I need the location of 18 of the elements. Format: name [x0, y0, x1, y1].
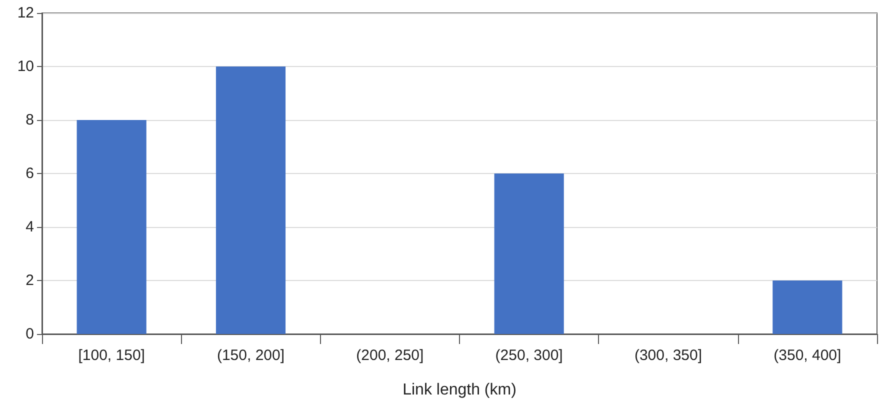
x-tick-label: [100, 150]	[78, 347, 145, 364]
x-tick-label: (150, 200]	[216, 347, 285, 364]
bar	[216, 66, 286, 334]
y-tick-label: 4	[26, 218, 34, 236]
x-tick-label: (200, 250]	[356, 347, 424, 364]
y-tick-label: 2	[26, 272, 34, 289]
bar	[772, 280, 842, 334]
y-tick-label: 12	[17, 4, 34, 22]
x-tick-label: (250, 300]	[495, 347, 563, 364]
x-tick-label: (350, 400]	[774, 347, 842, 364]
y-tick-label: 6	[26, 165, 34, 182]
x-axis-title: Link length (km)	[402, 382, 516, 398]
bar	[76, 120, 146, 334]
y-tick-label: 0	[26, 326, 34, 342]
bar	[494, 174, 564, 334]
y-tick-label: 10	[17, 58, 34, 75]
x-tick-label: (300, 350]	[634, 347, 702, 364]
y-tick-label: 8	[26, 112, 34, 128]
